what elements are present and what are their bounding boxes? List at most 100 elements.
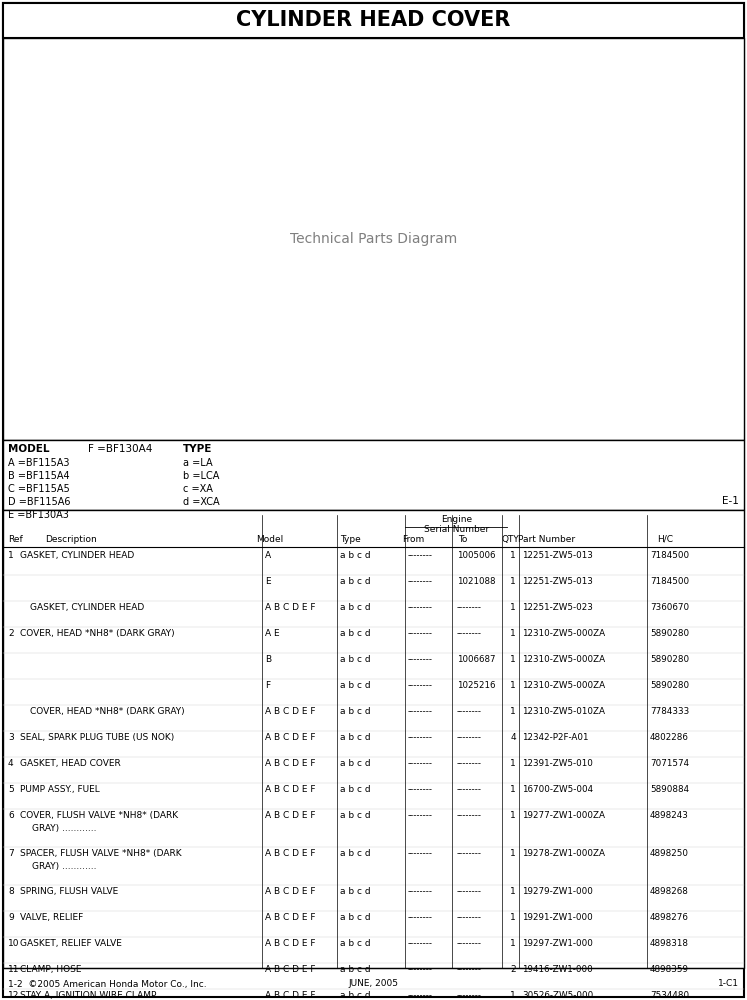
Text: A E: A E [265, 629, 279, 638]
Text: --------: -------- [408, 681, 433, 690]
Text: --------: -------- [408, 811, 433, 820]
Text: From: From [402, 535, 424, 544]
Text: COVER, HEAD *NH8* (DARK GRAY): COVER, HEAD *NH8* (DARK GRAY) [20, 629, 178, 638]
Text: 1: 1 [510, 707, 516, 716]
Text: 7: 7 [8, 849, 13, 858]
Text: 7184500: 7184500 [650, 551, 689, 560]
Text: A B C D E F: A B C D E F [265, 965, 315, 974]
Text: b =LCA: b =LCA [183, 471, 220, 481]
Bar [3, 510, 744, 968]
Text: a b c d: a b c d [340, 965, 371, 974]
Text: 4898268: 4898268 [650, 887, 689, 896]
Text: 19297-ZW1-000: 19297-ZW1-000 [522, 939, 593, 948]
Text: 4898276: 4898276 [650, 913, 689, 922]
Text: a b c d: a b c d [340, 551, 371, 560]
Text: 12: 12 [8, 991, 19, 1000]
Text: 19416-ZW1-000: 19416-ZW1-000 [522, 965, 593, 974]
Text: 9: 9 [8, 913, 13, 922]
Text: TYPE: TYPE [183, 444, 212, 454]
Text: SPRING, FLUSH VALVE: SPRING, FLUSH VALVE [20, 887, 121, 896]
Text: SEAL, SPARK PLUG TUBE (US NOK): SEAL, SPARK PLUG TUBE (US NOK) [20, 733, 177, 742]
Text: --------: -------- [408, 629, 433, 638]
Text: a =LA: a =LA [183, 458, 213, 468]
Text: 1: 1 [510, 939, 516, 948]
Text: 3: 3 [8, 733, 13, 742]
Text: 16700-ZW5-004: 16700-ZW5-004 [522, 785, 593, 794]
Text: a b c d: a b c d [340, 887, 371, 896]
Text: 11: 11 [8, 965, 19, 974]
Text: 4898243: 4898243 [650, 811, 689, 820]
Text: 1006687: 1006687 [457, 655, 495, 664]
Text: a b c d: a b c d [340, 811, 371, 820]
Text: F: F [265, 681, 270, 690]
Text: Engine: Engine [441, 515, 472, 524]
Text: a b c d: a b c d [340, 629, 371, 638]
Text: 12342-P2F-A01: 12342-P2F-A01 [522, 733, 589, 742]
Text: --------: -------- [408, 849, 433, 858]
Text: --------: -------- [408, 603, 433, 612]
Text: 5890884: 5890884 [650, 785, 689, 794]
Text: --------: -------- [457, 939, 482, 948]
Text: --------: -------- [457, 733, 482, 742]
Text: 1005006: 1005006 [457, 551, 495, 560]
Text: a b c d: a b c d [340, 603, 371, 612]
Text: JUNE, 2005: JUNE, 2005 [349, 980, 398, 988]
Text: --------: -------- [457, 887, 482, 896]
Text: GASKET, RELIEF VALVE: GASKET, RELIEF VALVE [20, 939, 125, 948]
Text: --------: -------- [457, 991, 482, 1000]
Text: 5890280: 5890280 [650, 629, 689, 638]
Text: 1: 1 [510, 629, 516, 638]
Text: Type: Type [340, 535, 360, 544]
Text: 4: 4 [8, 759, 13, 768]
Text: 1-2  ©2005 American Honda Motor Co., Inc.: 1-2 ©2005 American Honda Motor Co., Inc. [8, 980, 207, 988]
Text: 12251-ZW5-013: 12251-ZW5-013 [522, 551, 593, 560]
Text: A B C D E F: A B C D E F [265, 991, 315, 1000]
Text: 4898318: 4898318 [650, 939, 689, 948]
Text: 1: 1 [510, 551, 516, 560]
Text: To: To [459, 535, 468, 544]
Text: 1: 1 [510, 681, 516, 690]
Text: 1: 1 [510, 603, 516, 612]
Text: Technical Parts Diagram: Technical Parts Diagram [290, 232, 457, 246]
Text: 1: 1 [8, 551, 13, 560]
Text: 12251-ZW5-023: 12251-ZW5-023 [522, 603, 593, 612]
Text: --------: -------- [457, 603, 482, 612]
Text: C =BF115A5: C =BF115A5 [8, 484, 69, 494]
Text: 1: 1 [510, 655, 516, 664]
Text: a b c d: a b c d [340, 913, 371, 922]
Text: --------: -------- [408, 551, 433, 560]
Text: A =BF115A3: A =BF115A3 [8, 458, 69, 468]
Text: --------: -------- [408, 913, 433, 922]
Text: 12391-ZW5-010: 12391-ZW5-010 [522, 759, 593, 768]
Text: GRAY) ............: GRAY) ............ [32, 824, 96, 833]
Text: 7534480: 7534480 [650, 991, 689, 1000]
Bar [3, 38, 744, 440]
Text: 19277-ZW1-000ZA: 19277-ZW1-000ZA [522, 811, 605, 820]
Text: a b c d: a b c d [340, 991, 371, 1000]
Text: --------: -------- [408, 965, 433, 974]
Text: --------: -------- [457, 707, 482, 716]
Text: 4898250: 4898250 [650, 849, 689, 858]
Text: A B C D E F: A B C D E F [265, 707, 315, 716]
Text: 1: 1 [510, 849, 516, 858]
Text: a b c d: a b c d [340, 577, 371, 586]
Text: --------: -------- [408, 655, 433, 664]
Text: 30526-ZW5-000: 30526-ZW5-000 [522, 991, 593, 1000]
Text: 5890280: 5890280 [650, 681, 689, 690]
Text: --------: -------- [408, 759, 433, 768]
Text: Description: Description [45, 535, 97, 544]
Text: A B C D E F: A B C D E F [265, 849, 315, 858]
Text: a b c d: a b c d [340, 733, 371, 742]
Text: 1: 1 [510, 811, 516, 820]
Text: GASKET, CYLINDER HEAD: GASKET, CYLINDER HEAD [30, 603, 147, 612]
Text: A B C D E F: A B C D E F [265, 811, 315, 820]
Text: A B C D E F: A B C D E F [265, 939, 315, 948]
Text: 2: 2 [510, 965, 516, 974]
Text: 5890280: 5890280 [650, 655, 689, 664]
Text: COVER, FLUSH VALVE *NH8* (DARK: COVER, FLUSH VALVE *NH8* (DARK [20, 811, 178, 820]
Text: PUMP ASSY., FUEL: PUMP ASSY., FUEL [20, 785, 100, 794]
Text: 5: 5 [8, 785, 13, 794]
Text: A B C D E F: A B C D E F [265, 759, 315, 768]
Text: COVER, HEAD *NH8* (DARK GRAY): COVER, HEAD *NH8* (DARK GRAY) [30, 707, 187, 716]
Text: A B C D E F: A B C D E F [265, 603, 315, 612]
